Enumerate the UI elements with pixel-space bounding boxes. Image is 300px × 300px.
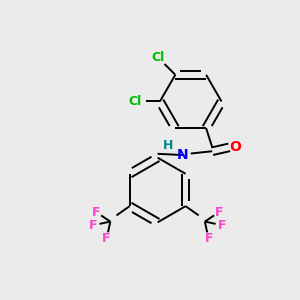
- Text: F: F: [92, 206, 101, 219]
- Text: F: F: [102, 232, 111, 245]
- Text: Cl: Cl: [129, 95, 142, 108]
- Text: O: O: [230, 140, 241, 154]
- Text: Cl: Cl: [152, 51, 165, 64]
- Text: N: N: [177, 148, 189, 162]
- Text: F: F: [214, 206, 223, 219]
- Text: F: F: [218, 219, 226, 232]
- Text: F: F: [205, 232, 213, 245]
- Text: H: H: [162, 139, 173, 152]
- Text: F: F: [89, 219, 98, 232]
